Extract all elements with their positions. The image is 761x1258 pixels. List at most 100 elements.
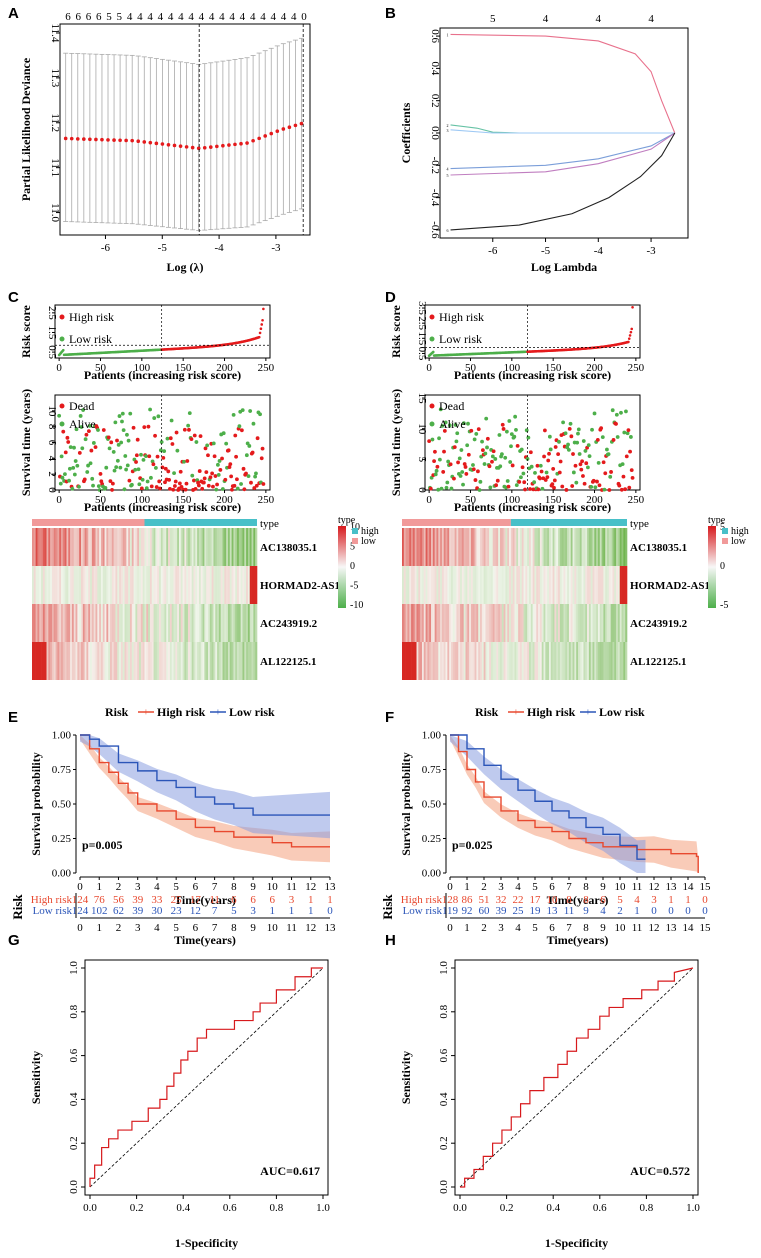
- panel-c-surv-point: [144, 486, 149, 491]
- panel-d-heatmap-cell: [579, 642, 582, 680]
- panel-d-surv-point: [546, 458, 551, 463]
- panel-d-heatmap-cell: [492, 642, 495, 680]
- panel-c-heatmap-cell: [171, 642, 174, 680]
- panel-d-heatmap-cell: [590, 528, 593, 566]
- panel-c-heatmap-cell: [119, 642, 122, 680]
- panel-d-surv-point: [629, 468, 634, 473]
- panel-d-heatmap-cell: [420, 604, 423, 642]
- panel-d-heatmap-cell: [403, 604, 406, 642]
- panel-f-risk-table-xtick: 13: [666, 922, 678, 934]
- panel-d-heatmap-cell: [588, 566, 592, 604]
- panel-c-heatmap-cell: [66, 642, 69, 680]
- panel-d-heatmap-cell: [619, 642, 622, 680]
- panel-d-surv-point: [553, 445, 558, 449]
- panel-c-heatmap-cell: [202, 604, 205, 642]
- panel-c-heatmap-cell: [229, 604, 232, 642]
- panel-d-surv-point: [552, 485, 556, 490]
- panel-d-heatmap-cell: [476, 604, 479, 642]
- panel-c-surv-point: [223, 477, 228, 482]
- panel-c-heatmap-cell: [97, 528, 100, 566]
- panel-c-surv-point: [77, 484, 81, 489]
- panel-d-surv-xtick-label: 100: [504, 494, 521, 506]
- panel-d-surv-point: [582, 481, 587, 486]
- panel-d-surv-point: [525, 456, 530, 461]
- panel-a-point: [130, 138, 134, 143]
- panel-d-surv-point: [459, 448, 464, 452]
- panel-d-heatmap-cell: [570, 604, 573, 642]
- panel-c-heatmap-cell: [61, 566, 64, 604]
- panel-d-surv-point: [547, 434, 552, 439]
- panel-c-heatmap-cell: [129, 604, 133, 642]
- panel-c-surv-ytick-label: 8: [46, 424, 58, 430]
- panel-d-surv-point: [558, 459, 563, 464]
- panel-d-surv-point: [498, 464, 503, 469]
- panel-d-surv-ytick-label: 10: [416, 423, 428, 435]
- panel-c-heatmap-cell: [217, 528, 220, 566]
- panel-c-heatmap-cell: [35, 566, 38, 604]
- panel-c-heatmap-cell: [238, 642, 241, 680]
- panel-c-risk-xlabel: Patients (increasing risk score): [84, 368, 241, 382]
- panel-a-top-label: 5: [106, 11, 112, 23]
- panel-c-heatmap-type-low: [32, 519, 145, 526]
- panel-c-heatmap-cell: [108, 566, 111, 604]
- panel-c-surv-point: [255, 436, 260, 441]
- panel-d-surv-point: [463, 465, 468, 469]
- panel-e-risk-cell: 6: [250, 894, 256, 906]
- panel-d-heatmap-cell: [447, 604, 450, 642]
- panel-c-heatmap-cell: [77, 566, 80, 604]
- panel-d-surv-point: [626, 428, 631, 433]
- panel-c-heatmap-cell: [180, 566, 183, 604]
- panel-d-surv-point: [609, 470, 613, 474]
- panel-e-legend-mark: +: [143, 708, 149, 719]
- panel-f-curve-low: [450, 734, 646, 860]
- panel-d-heatmap-cell: [421, 604, 425, 642]
- panel-c-heatmap-cell: [171, 566, 174, 604]
- panel-d-surv-point: [563, 431, 568, 436]
- panel-d-heatmap-cell: [465, 528, 468, 566]
- panel-d-heatmap-cell: [554, 528, 557, 566]
- panel-c-surv-point: [212, 454, 217, 459]
- panel-c-heatmap-cell: [227, 566, 231, 604]
- panel-d-heatmap-cell: [567, 604, 570, 642]
- panel-e-risk-cell: 0: [327, 905, 333, 917]
- panel-c-heatmap-cell: [33, 604, 36, 642]
- panel-e-ytick-label: 0.50: [52, 799, 72, 811]
- panel-h-ytick-label: 0.2: [438, 1136, 450, 1150]
- panel-d-heatmap-cell: [498, 566, 501, 604]
- panel-d-risk-legend-dot: [429, 336, 435, 342]
- panel-c-heatmap-cell: [113, 604, 116, 642]
- panel-c-heatmap-cell: [198, 604, 202, 642]
- panel-d-heatmap-cell: [418, 642, 421, 680]
- panel-d-heatmap-cell: [556, 604, 559, 642]
- panel-d-surv-legend-label: Dead: [439, 399, 464, 413]
- panel-e-xtick-label: 6: [193, 881, 199, 893]
- panel-d-heatmap-cell: [603, 604, 606, 642]
- panel-d-legend-title: type: [708, 515, 726, 526]
- panel-c-heatmap-cell: [184, 528, 187, 566]
- panel-c-surv-point: [149, 475, 153, 480]
- panel-d-heatmap-cell: [567, 642, 570, 680]
- panel-c-heatmap-cell: [59, 566, 62, 604]
- panel-c-heatmap-cell: [99, 604, 102, 642]
- panel-d-heatmap-cell: [548, 642, 552, 680]
- panel-d-heatmap-type-high: [510, 519, 627, 526]
- panel-d-heatmap-cell: [608, 566, 611, 604]
- panel-d-heatmap-cell: [523, 528, 526, 566]
- panel-c-heatmap-cell: [137, 642, 140, 680]
- panel-d-heatmap-cell: [505, 566, 508, 604]
- panel-a-point: [112, 138, 116, 142]
- panel-c-heatmap-cell: [59, 604, 62, 642]
- panel-c-surv-point: [145, 479, 150, 484]
- panel-g-frame: [84, 959, 329, 1196]
- panel-d-heatmap-cell: [496, 604, 499, 642]
- panel-c-heatmap-cell: [135, 604, 138, 642]
- panel-d-surv-point: [614, 412, 619, 417]
- panel-d-heatmap-cell: [469, 566, 472, 604]
- panel-c-surv-point: [125, 432, 129, 437]
- panel-d-heatmap-row-label: AL122125.1: [630, 656, 687, 668]
- panel-d-heatmap-cell: [499, 642, 503, 680]
- panel-c-heatmap-cell: [153, 604, 156, 642]
- panel-d-heatmap-cell: [541, 604, 544, 642]
- panel-c-heatmap-cell: [48, 528, 51, 566]
- panel-e-risk-table-label: Risk: [10, 894, 25, 920]
